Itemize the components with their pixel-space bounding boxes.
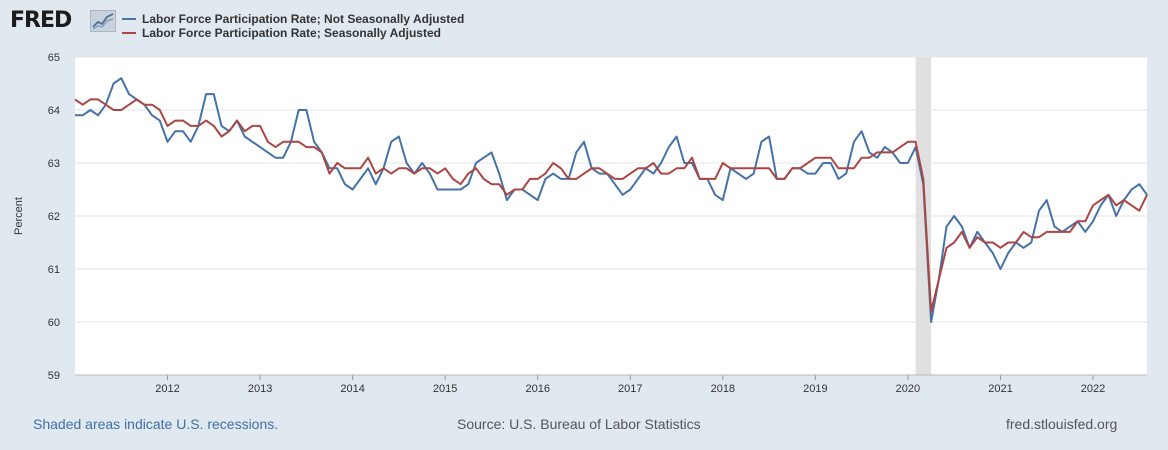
y-tick-label: 63 xyxy=(48,158,60,170)
y-tick-label: 60 xyxy=(48,317,60,329)
legend-label-sa: Labor Force Participation Rate; Seasonal… xyxy=(142,26,441,40)
x-tick-label: 2014 xyxy=(340,383,364,395)
y-tick-label: 62 xyxy=(48,211,60,223)
legend-item-nsa[interactable]: Labor Force Participation Rate; Not Seas… xyxy=(122,12,464,26)
legend-swatch-sa xyxy=(122,32,136,34)
series-line-sa xyxy=(74,98,1148,313)
x-tick-label: 2016 xyxy=(525,383,549,395)
legend-label-nsa: Labor Force Participation Rate; Not Seas… xyxy=(142,12,465,26)
chart-graph-icon xyxy=(90,10,116,32)
y-tick-label: 61 xyxy=(48,264,60,276)
legend-item-sa[interactable]: Labor Force Participation Rate; Seasonal… xyxy=(122,26,464,40)
y-tick-label: 59 xyxy=(48,370,60,382)
x-tick-label: 2018 xyxy=(711,383,735,395)
y-tick-label: 65 xyxy=(48,52,60,64)
x-tick-label: 2017 xyxy=(618,383,642,395)
x-tick-label: 2021 xyxy=(988,383,1012,395)
x-tick-label: 2020 xyxy=(896,383,920,395)
source-text: Source: U.S. Bureau of Labor Statistics xyxy=(457,416,701,432)
y-tick-label: 64 xyxy=(48,105,60,117)
chart-legend: Labor Force Participation Rate; Not Seas… xyxy=(122,12,464,40)
legend-swatch-nsa xyxy=(122,18,136,20)
x-tick-label: 2019 xyxy=(803,383,827,395)
site-link[interactable]: fred.stlouisfed.org xyxy=(1006,416,1118,432)
fred-logo: FRED xyxy=(10,8,72,33)
x-tick-label: 2013 xyxy=(248,383,272,395)
x-tick-label: 2012 xyxy=(155,383,179,395)
recession-note: Shaded areas indicate U.S. recessions. xyxy=(33,416,279,432)
y-axis-label: Percent xyxy=(13,197,25,235)
x-tick-label: 2022 xyxy=(1081,383,1105,395)
recession-shade xyxy=(915,57,932,375)
x-tick-label: 2015 xyxy=(433,383,457,395)
